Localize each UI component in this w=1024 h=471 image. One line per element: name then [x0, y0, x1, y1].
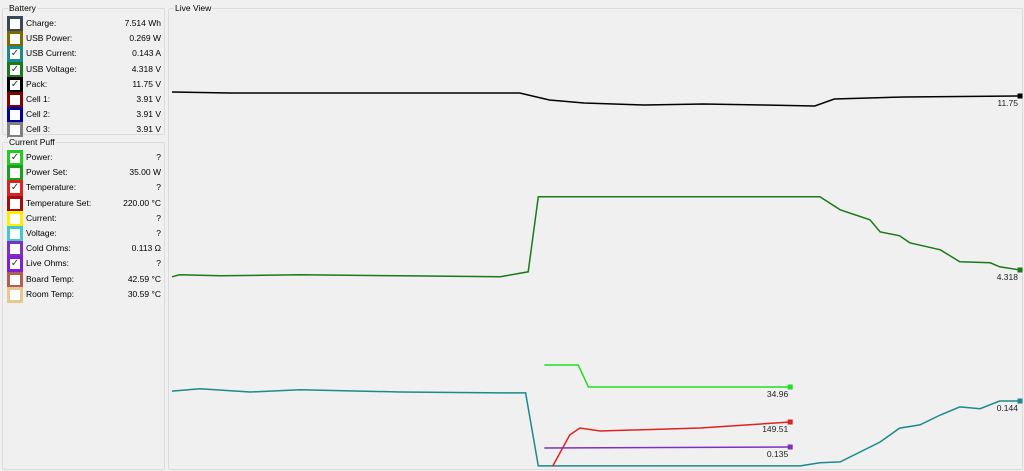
- row-battery-usb-voltage: ✓ USB Voltage: 4.318 V: [6, 61, 163, 78]
- empty-checkbox-icon: [10, 95, 20, 105]
- value-puff-room-temp: 30.59 °C: [127, 288, 161, 299]
- label-battery-usb-power: USB Power:: [26, 33, 73, 44]
- checkbox-battery-usb-power[interactable]: [7, 31, 23, 48]
- empty-checkbox-icon: [10, 289, 20, 300]
- value-puff-current: ?: [156, 212, 161, 223]
- label-puff-current: Current:: [26, 212, 57, 223]
- checkbox-battery-usb-current[interactable]: ✓: [7, 46, 23, 63]
- label-battery-usb-voltage: USB Voltage:: [26, 63, 77, 74]
- empty-checkbox-icon: [10, 125, 20, 136]
- value-puff-temperature: ?: [156, 182, 161, 193]
- label-battery-usb-current: USB Current:: [26, 48, 77, 59]
- empty-checkbox-icon: [10, 274, 20, 285]
- row-battery-pack: ✓ Pack: 11.75 V: [6, 76, 163, 93]
- checkbox-battery-cell-2[interactable]: [7, 107, 23, 124]
- check-icon: ✓: [10, 48, 20, 60]
- checkbox-puff-temperature-set[interactable]: [7, 195, 23, 212]
- label-puff-board-temp: Board Temp:: [26, 273, 75, 284]
- check-icon: ✓: [10, 63, 20, 75]
- label-battery-cell-1: Cell 1:: [26, 94, 51, 104]
- checkbox-puff-power-set[interactable]: [7, 165, 23, 182]
- empty-checkbox-icon: [10, 229, 20, 239]
- checkbox-battery-charge[interactable]: [7, 16, 23, 32]
- check-icon: ✓: [10, 152, 20, 163]
- label-battery-cell-3: Cell 3:: [26, 124, 51, 135]
- row-puff-temperature: ✓ Temperature: ?: [6, 180, 163, 197]
- checkbox-puff-current[interactable]: [7, 210, 23, 227]
- label-puff-temperature: Temperature:: [26, 182, 77, 193]
- row-battery-cell-1: Cell 1: 3.91 V: [6, 92, 163, 108]
- value-battery-usb-voltage: 4.318 V: [131, 63, 161, 74]
- row-battery-usb-power: USB Power: 0.269 W: [6, 31, 163, 48]
- checkbox-puff-voltage[interactable]: [7, 226, 23, 242]
- row-puff-voltage: Voltage: ?: [6, 226, 163, 242]
- row-puff-current: Current: ?: [6, 210, 163, 227]
- empty-checkbox-icon: [10, 244, 20, 255]
- current-puff-group-title: Current Puff: [8, 137, 56, 148]
- checkbox-puff-room-temp[interactable]: [7, 286, 23, 303]
- value-battery-cell-1: 3.91 V: [136, 94, 161, 104]
- value-battery-cell-2: 3.91 V: [136, 109, 161, 120]
- value-battery-charge: 7.514 Wh: [124, 18, 161, 28]
- label-puff-room-temp: Room Temp:: [26, 288, 75, 299]
- value-puff-voltage: ?: [156, 228, 161, 238]
- live-view-group: Live View: [168, 3, 1023, 470]
- empty-checkbox-icon: [10, 34, 20, 45]
- value-puff-live-ohms: ?: [156, 258, 161, 269]
- checkbox-battery-usb-voltage[interactable]: ✓: [7, 61, 23, 78]
- check-icon: ✓: [10, 78, 20, 90]
- row-battery-charge: Charge: 7.514 Wh: [6, 16, 163, 32]
- value-puff-cold-ohms: 0.113 Ω: [131, 243, 161, 254]
- empty-checkbox-icon: [10, 110, 20, 121]
- current-puff-group: Current Puff ✓ Power: ? Power Set: 35.00…: [2, 137, 165, 470]
- checkbox-puff-board-temp[interactable]: [7, 271, 23, 288]
- value-puff-power-set: 35.00 W: [129, 167, 161, 178]
- live-view-title: Live View: [174, 3, 213, 14]
- checkbox-battery-cell-3[interactable]: [7, 122, 23, 139]
- value-puff-temperature-set: 220.00 °C: [123, 197, 161, 208]
- label-battery-charge: Charge:: [26, 18, 57, 28]
- row-puff-temperature-set: Temperature Set: 220.00 °C: [6, 195, 163, 212]
- value-puff-power: ?: [156, 152, 161, 162]
- value-puff-board-temp: 42.59 °C: [127, 273, 161, 284]
- label-puff-power-set: Power Set:: [26, 167, 68, 178]
- value-battery-cell-3: 3.91 V: [136, 124, 161, 135]
- row-puff-cold-ohms: Cold Ohms: 0.113 Ω: [6, 241, 163, 258]
- checkbox-puff-power[interactable]: ✓: [7, 150, 23, 166]
- checkbox-puff-temperature[interactable]: ✓: [7, 180, 23, 197]
- label-battery-cell-2: Cell 2:: [26, 109, 51, 120]
- battery-group-title: Battery: [8, 3, 37, 14]
- check-icon: ✓: [10, 258, 20, 270]
- label-puff-temperature-set: Temperature Set:: [26, 197, 92, 208]
- check-icon: ✓: [10, 182, 20, 194]
- row-puff-room-temp: Room Temp: 30.59 °C: [6, 286, 163, 303]
- empty-checkbox-icon: [10, 168, 20, 179]
- label-puff-voltage: Voltage:: [26, 228, 57, 238]
- row-battery-cell-3: Cell 3: 3.91 V: [6, 122, 163, 139]
- row-puff-live-ohms: ✓ Live Ohms: ?: [6, 256, 163, 273]
- value-battery-usb-current: 0.143 A: [132, 48, 161, 59]
- empty-checkbox-icon: [10, 198, 20, 209]
- row-battery-cell-2: Cell 2: 3.91 V: [6, 107, 163, 124]
- checkbox-puff-live-ohms[interactable]: ✓: [7, 256, 23, 273]
- row-puff-board-temp: Board Temp: 42.59 °C: [6, 271, 163, 288]
- label-puff-power: Power:: [26, 152, 53, 162]
- row-puff-power: ✓ Power: ?: [6, 150, 163, 166]
- row-puff-power-set: Power Set: 35.00 W: [6, 165, 163, 182]
- battery-group: Battery Charge: 7.514 Wh USB Power: 0.26…: [2, 3, 165, 139]
- checkbox-battery-pack[interactable]: ✓: [7, 76, 23, 93]
- empty-checkbox-icon: [10, 19, 20, 29]
- value-battery-pack: 11.75 V: [132, 78, 161, 89]
- empty-checkbox-icon: [10, 213, 20, 224]
- label-puff-live-ohms: Live Ohms:: [26, 258, 69, 269]
- label-puff-cold-ohms: Cold Ohms:: [26, 243, 71, 254]
- value-battery-usb-power: 0.269 W: [129, 33, 161, 44]
- checkbox-battery-cell-1[interactable]: [7, 92, 23, 108]
- row-battery-usb-current: ✓ USB Current: 0.143 A: [6, 46, 163, 63]
- checkbox-puff-cold-ohms[interactable]: [7, 241, 23, 258]
- label-battery-pack: Pack:: [26, 78, 48, 89]
